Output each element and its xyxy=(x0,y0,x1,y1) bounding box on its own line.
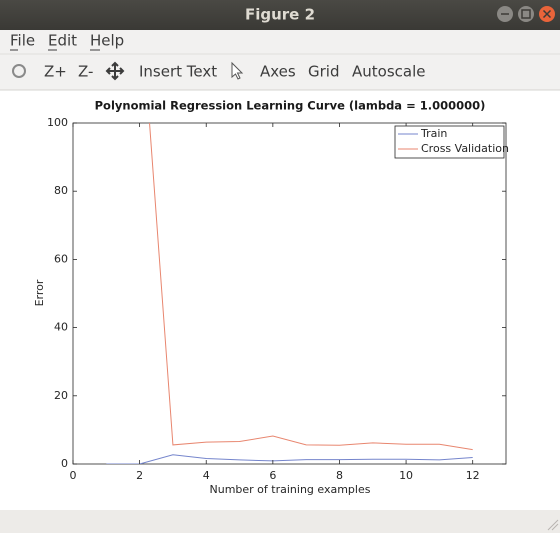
x-tick-label: 10 xyxy=(399,469,413,482)
x-tick-label: 0 xyxy=(70,469,77,482)
x-tick-label: 4 xyxy=(203,469,210,482)
maximize-icon xyxy=(521,9,531,19)
plot-area xyxy=(106,123,473,464)
tool-button[interactable]: Grid xyxy=(308,63,339,81)
menu-item[interactable]: File xyxy=(10,32,35,50)
legend-box xyxy=(394,125,505,159)
close-icon xyxy=(542,9,552,19)
y-tick-label: 100 xyxy=(47,116,68,129)
resize-grip xyxy=(547,519,559,531)
y-tick-label: 60 xyxy=(54,252,68,265)
title-bar xyxy=(0,0,560,30)
select-icon[interactable] xyxy=(231,61,244,80)
window-title: Figure 2 xyxy=(245,6,315,24)
menu-item[interactable]: Edit xyxy=(48,32,77,50)
tool-button[interactable]: Axes xyxy=(260,63,296,81)
axes-frame xyxy=(72,122,507,465)
pan-icon[interactable] xyxy=(105,61,125,81)
tool-button[interactable]: Z+ xyxy=(44,63,67,81)
tool-button[interactable]: Insert Text xyxy=(139,63,217,81)
rotate-icon[interactable] xyxy=(12,64,26,78)
y-tick-label: 20 xyxy=(54,389,68,402)
series-line xyxy=(106,454,473,464)
tool-button[interactable]: Autoscale xyxy=(352,63,425,81)
x-axis-label: Number of training examples xyxy=(210,483,371,496)
series-line xyxy=(149,123,473,451)
legend-label: Cross Validation xyxy=(421,142,509,155)
y-tick-label: 0 xyxy=(61,457,68,470)
y-tick-label: 40 xyxy=(54,321,68,334)
menu-item[interactable]: Help xyxy=(90,32,124,50)
maximize-button[interactable] xyxy=(518,6,534,22)
y-tick-label: 80 xyxy=(54,184,68,197)
y-axis-label: Error xyxy=(33,279,46,306)
chart-title: Polynomial Regression Learning Curve (la… xyxy=(95,99,486,113)
x-tick-label: 8 xyxy=(336,469,343,482)
tool-button[interactable]: Z- xyxy=(78,63,93,81)
menu-toolbar-bg xyxy=(0,30,560,90)
figure-area xyxy=(0,91,560,510)
status-bar xyxy=(0,510,560,533)
x-tick-label: 6 xyxy=(269,469,276,482)
x-tick-label: 2 xyxy=(136,469,143,482)
x-tick-label: 12 xyxy=(466,469,480,482)
legend-label: Train xyxy=(420,127,447,140)
